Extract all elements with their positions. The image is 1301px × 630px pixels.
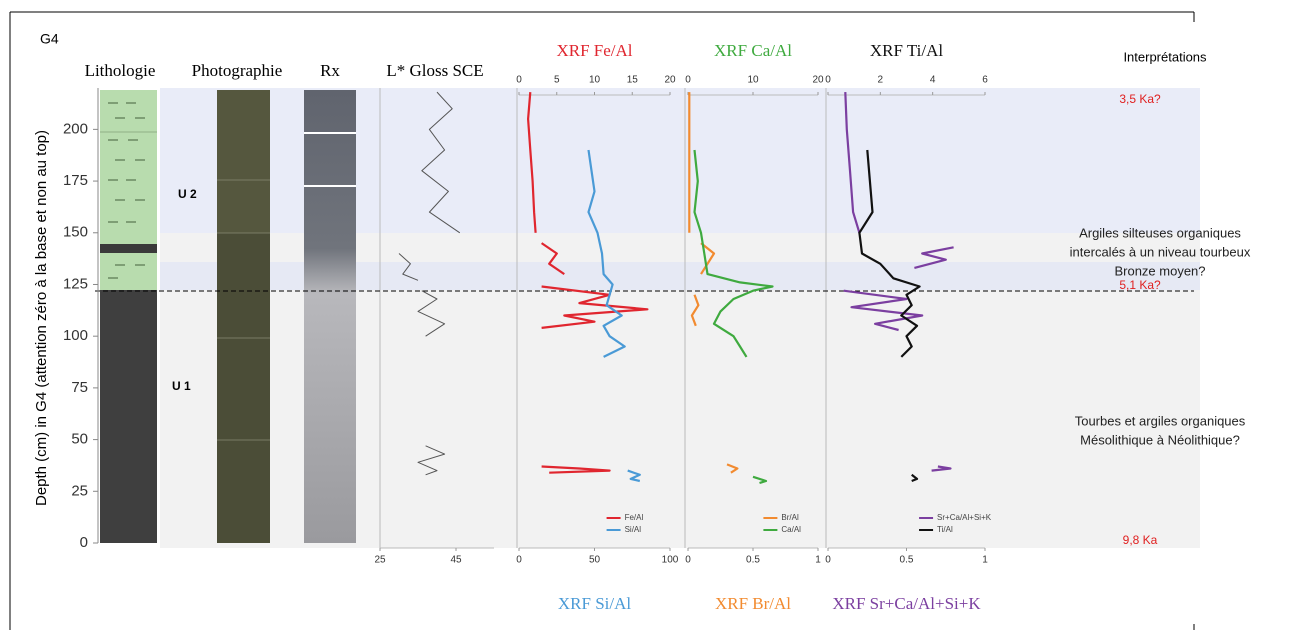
y-tick-label: 125 bbox=[63, 275, 88, 292]
interpretation: Argiles silteuses organiques bbox=[1079, 225, 1241, 240]
age-label: 9,8 Ka bbox=[1123, 533, 1158, 547]
column-title: Photographie bbox=[192, 61, 283, 80]
y-tick-label: 150 bbox=[63, 224, 88, 241]
interpretation: Mésolithique à Néolithique? bbox=[1080, 432, 1240, 447]
y-tick-label: 200 bbox=[63, 120, 88, 137]
x-tick-label: 2 bbox=[878, 75, 884, 86]
panel-title: XRF Ti/Al bbox=[870, 41, 944, 60]
y-tick-label: 75 bbox=[71, 379, 88, 396]
x-tick-label: 4 bbox=[930, 75, 936, 86]
x-tick-label: 20 bbox=[664, 75, 676, 86]
x-tick-label: 0 bbox=[685, 75, 691, 86]
x-tick-label: 20 bbox=[812, 75, 824, 86]
core-label: G4 bbox=[40, 31, 59, 47]
x-tick-label: 15 bbox=[627, 75, 639, 86]
x-tick-label: 100 bbox=[662, 555, 679, 566]
panel-title: XRF Sr+Ca/Al+Si+K bbox=[832, 594, 981, 613]
lithology-column bbox=[100, 90, 157, 543]
x-tick-label: 25 bbox=[374, 555, 386, 566]
series-line bbox=[858, 149, 921, 483]
legend-label: Sr+Ca/Al+Si+K bbox=[937, 513, 992, 522]
panel-title: XRF Si/Al bbox=[558, 594, 631, 613]
x-tick-label: 0 bbox=[516, 555, 522, 566]
x-tick-label: 0 bbox=[685, 555, 691, 566]
y-tick-label: 100 bbox=[63, 327, 88, 344]
panel-title: XRF Ca/Al bbox=[714, 41, 792, 60]
panel-title: L* Gloss SCE bbox=[386, 61, 483, 80]
x-tick-label: 10 bbox=[589, 75, 601, 86]
x-tick-label: 50 bbox=[589, 555, 601, 566]
column-title: Lithologie bbox=[85, 61, 156, 80]
y-axis-title: Depth (cm) in G4 (attention zéro à la ba… bbox=[33, 130, 50, 506]
series-line bbox=[693, 149, 774, 485]
x-tick-label: 5 bbox=[554, 75, 560, 86]
y-tick-label: 25 bbox=[71, 482, 88, 499]
x-tick-label: 0 bbox=[825, 555, 831, 566]
series-line bbox=[527, 92, 649, 474]
interpretation: Tourbes et argiles organiques bbox=[1075, 413, 1246, 428]
series-line bbox=[587, 149, 641, 483]
y-tick-label: 0 bbox=[80, 534, 88, 551]
unit-label: U 2 bbox=[178, 187, 197, 201]
age-label: 3,5 Ka? bbox=[1119, 92, 1161, 106]
panel-frame bbox=[379, 88, 827, 548]
legend-label: Fe/Al bbox=[625, 513, 644, 522]
interpretation: Bronze moyen? bbox=[1114, 263, 1205, 278]
panel-title: XRF Fe/Al bbox=[556, 41, 632, 60]
series-line bbox=[398, 91, 461, 476]
panel-title: XRF Br/Al bbox=[715, 594, 791, 613]
photo-column bbox=[217, 90, 270, 543]
x-tick-label: 0.5 bbox=[746, 555, 760, 566]
x-tick-label: 1 bbox=[815, 555, 821, 566]
series-line bbox=[843, 92, 954, 472]
x-tick-label: 1 bbox=[982, 555, 988, 566]
x-tick-label: 6 bbox=[982, 75, 988, 86]
x-tick-label: 10 bbox=[747, 75, 759, 86]
column-title: Rx bbox=[320, 61, 340, 80]
rx-column bbox=[304, 90, 356, 543]
y-tick-label: 50 bbox=[71, 431, 88, 448]
interpretation: intercalés à un niveau tourbeux bbox=[1070, 244, 1251, 259]
x-tick-label: 45 bbox=[450, 555, 462, 566]
legend-label: Br/Al bbox=[781, 513, 799, 522]
x-tick-label: 0 bbox=[825, 75, 831, 86]
legend-label: Ti/Al bbox=[937, 525, 953, 534]
interpretation-title: Interprétations bbox=[1123, 49, 1207, 64]
legend-label: Si/Al bbox=[625, 525, 642, 534]
series-line bbox=[688, 92, 739, 474]
unit-label: U 1 bbox=[172, 379, 191, 393]
age-label: 5,1 Ka? bbox=[1119, 278, 1161, 292]
y-tick-label: 175 bbox=[63, 172, 88, 189]
x-tick-label: 0.5 bbox=[900, 555, 914, 566]
legend-label: Ca/Al bbox=[781, 525, 801, 534]
x-tick-label: 0 bbox=[516, 75, 522, 86]
